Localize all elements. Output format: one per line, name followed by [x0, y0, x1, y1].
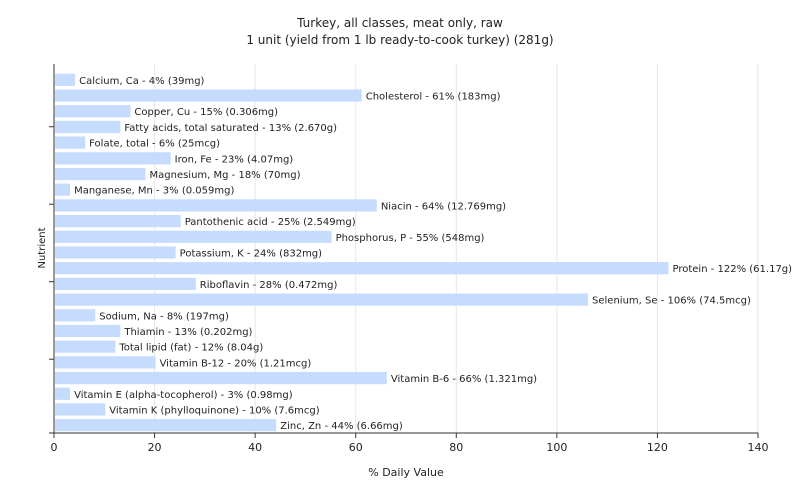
- x-axis-label: % Daily Value: [368, 466, 444, 479]
- bar: [55, 214, 181, 228]
- x-tick-label: 60: [349, 441, 363, 454]
- bar-label: Niacin - 64% (12.769mg): [381, 201, 506, 212]
- bar: [55, 277, 196, 291]
- y-axis-label: Nutrient: [37, 227, 48, 268]
- bar: [55, 152, 171, 165]
- bar-label: Phosphorus, P - 55% (548mg): [336, 233, 485, 244]
- bar: [55, 309, 96, 322]
- bar: [55, 105, 131, 118]
- x-tick-label: 20: [148, 441, 162, 454]
- x-tick-label: 0: [51, 441, 58, 454]
- bar-label: Sodium, Na - 8% (197mg): [99, 311, 229, 322]
- bar: [55, 419, 277, 432]
- bar-label: Vitamin B-12 - 20% (1.21mcg): [160, 358, 312, 369]
- bar-label: Fatty acids, total saturated - 13% (2.67…: [124, 123, 337, 134]
- bar-label: Magnesium, Mg - 18% (70mg): [150, 170, 301, 181]
- bar: [55, 356, 156, 369]
- bar: [55, 340, 116, 353]
- bar: [55, 73, 76, 86]
- bar: [55, 262, 669, 275]
- bar: [55, 230, 332, 243]
- bar: [55, 324, 121, 338]
- bar-label: Protein - 122% (61.17g): [672, 264, 792, 275]
- bar: [55, 120, 121, 134]
- bar-label: Vitamin B-6 - 66% (1.321mg): [391, 374, 537, 385]
- bar-label: Cholesterol - 61% (183mg): [366, 92, 501, 103]
- bar: [55, 371, 387, 385]
- bar: [55, 293, 589, 306]
- bar-label: Copper, Cu - 15% (0.306mg): [134, 107, 278, 118]
- bars-group: [55, 73, 669, 432]
- bar: [55, 199, 377, 212]
- bar: [55, 136, 86, 149]
- chart-subtitle: 1 unit (yield from 1 lb ready-to-cook tu…: [246, 33, 553, 47]
- bar-label: Iron, Fe - 23% (4.07mg): [175, 154, 294, 165]
- bar: [55, 183, 71, 196]
- x-tick-label: 140: [748, 441, 769, 454]
- bar: [55, 167, 146, 181]
- bar: [55, 403, 106, 416]
- x-tick-label: 40: [248, 441, 262, 454]
- bar-label: Zinc, Zn - 44% (6.66mg): [280, 421, 403, 432]
- bar-label: Selenium, Se - 106% (74.5mcg): [592, 296, 751, 307]
- grid-lines: [154, 64, 759, 433]
- bar-label: Thiamin - 13% (0.202mg): [123, 327, 252, 338]
- bar-label: Calcium, Ca - 4% (39mg): [79, 76, 204, 87]
- bar-label: Pantothenic acid - 25% (2.549mg): [185, 217, 356, 228]
- bar-label: Manganese, Mn - 3% (0.059mg): [74, 186, 234, 197]
- chart-title: Turkey, all classes, meat only, raw: [296, 16, 503, 30]
- bar-label: Potassium, K - 24% (832mg): [180, 249, 322, 260]
- bar-labels-group: Calcium, Ca - 4% (39mg) Cholesterol - 61%…: [74, 76, 792, 432]
- x-tick-label: 120: [647, 441, 668, 454]
- bar: [55, 387, 71, 400]
- bar-label: Vitamin K (phylloquinone) - 10% (7.6mcg): [109, 405, 319, 416]
- x-tick-label: 100: [546, 441, 567, 454]
- bar: [55, 89, 362, 102]
- bar: [55, 246, 176, 259]
- bar-label: Total lipid (fat) - 12% (8.04g): [118, 343, 263, 354]
- axes-group: 0 20 40 60 80 100 120 140: [49, 64, 769, 454]
- x-tick-label: 80: [449, 441, 463, 454]
- bar-label: Vitamin E (alpha-tocopherol) - 3% (0.98m…: [74, 390, 293, 401]
- bar-label: Riboflavin - 28% (0.472mg): [200, 280, 338, 291]
- bar-label: Folate, total - 6% (25mcg): [89, 139, 220, 150]
